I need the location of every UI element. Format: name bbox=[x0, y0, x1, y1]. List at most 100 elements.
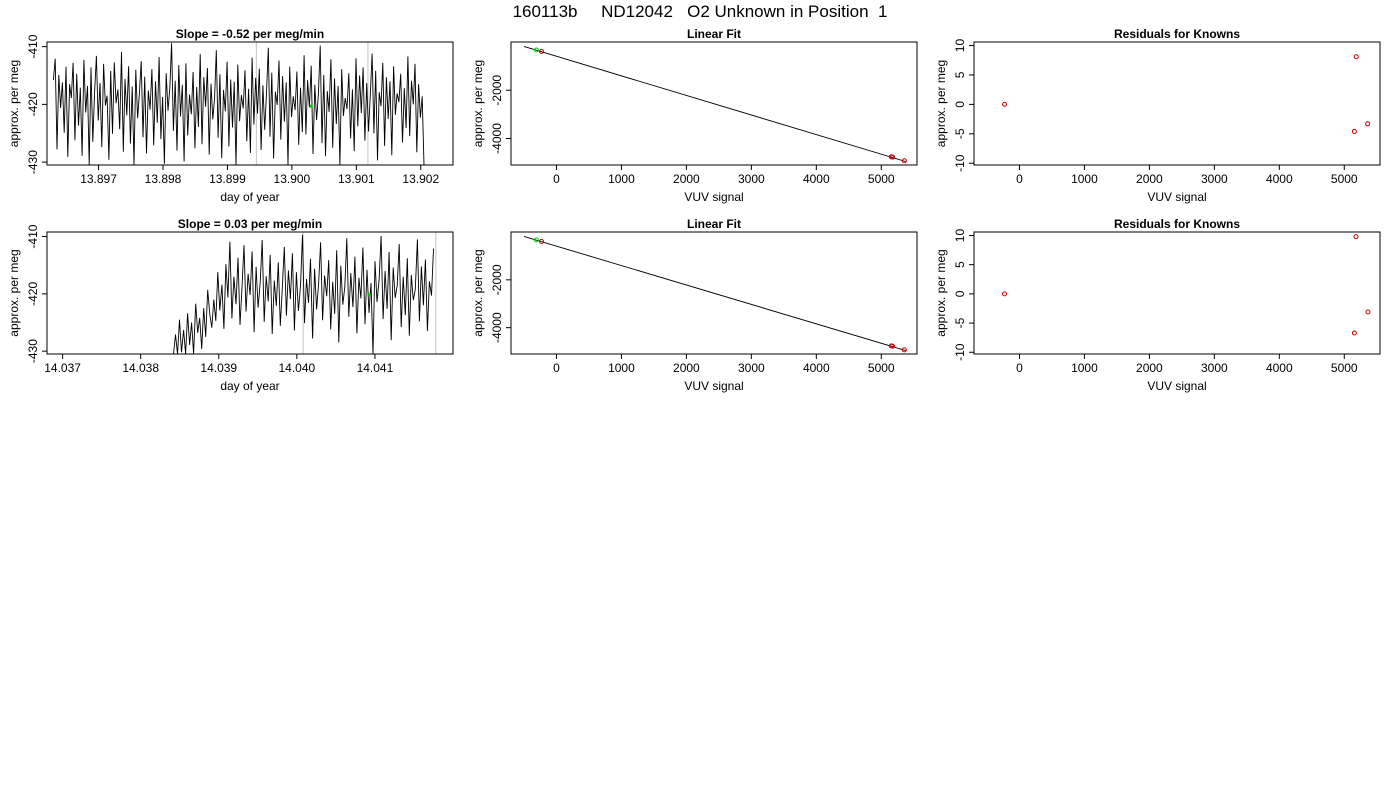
y-axis-label: approx. per meg bbox=[7, 249, 21, 336]
x-tick-label: 13.902 bbox=[402, 172, 439, 186]
x-tick-label: 14.038 bbox=[122, 361, 159, 375]
x-tick-label: 0 bbox=[553, 361, 560, 375]
x-tick-label: 1000 bbox=[608, 361, 635, 375]
y-axis-label: approx. per meg bbox=[471, 60, 485, 147]
x-tick-label: 0 bbox=[553, 172, 560, 186]
y-axis-label: approx. per meg bbox=[7, 60, 21, 147]
x-axis-label: day of year bbox=[220, 190, 279, 204]
y-tick-label: 10 bbox=[953, 39, 967, 53]
known-point bbox=[1351, 128, 1357, 134]
y-axis: -410 -420 -430 bbox=[26, 34, 47, 174]
y-tick-label: -10 bbox=[953, 154, 967, 172]
chart-panel: Residuals for Knowns 0 1000 2000 3000 4000 500… bbox=[934, 27, 1381, 204]
known-point bbox=[539, 49, 545, 55]
y-tick-label: -10 bbox=[953, 343, 967, 361]
x-tick-label: 5000 bbox=[1331, 172, 1358, 186]
x-tick-label: 5000 bbox=[868, 361, 895, 375]
known-point bbox=[1365, 309, 1371, 315]
x-axis-label: VUV signal bbox=[684, 379, 743, 393]
y-tick-label: 5 bbox=[953, 261, 967, 268]
chart-title: Slope = -0.52 per meg/min bbox=[176, 27, 324, 41]
x-axis: 14.037 14.038 14.039 14.040 14.041 bbox=[44, 354, 394, 375]
unknown-point bbox=[309, 104, 313, 108]
x-tick-label: 13.901 bbox=[338, 172, 375, 186]
x-tick-label: 3000 bbox=[1201, 172, 1228, 186]
chart-title: Linear Fit bbox=[687, 27, 741, 41]
x-tick-label: 14.041 bbox=[357, 361, 394, 375]
y-tick-label: -420 bbox=[26, 92, 40, 116]
chart-title: Residuals for Knowns bbox=[1114, 27, 1240, 41]
known-point bbox=[901, 158, 907, 164]
y-axis-label: approx. per meg bbox=[471, 249, 485, 336]
plot-frame bbox=[510, 231, 918, 355]
x-tick-label: 4000 bbox=[1266, 361, 1293, 375]
x-tick-label: 0 bbox=[1016, 172, 1023, 186]
x-tick-label: 2000 bbox=[673, 361, 700, 375]
y-axis: 10 5 0 -5 -10 bbox=[953, 229, 974, 361]
x-axis: 0 1000 2000 3000 4000 5000 bbox=[553, 165, 895, 186]
plot-frame bbox=[973, 41, 1381, 166]
y-tick-label: -5 bbox=[953, 317, 967, 328]
x-tick-label: 14.039 bbox=[200, 361, 237, 375]
y-tick-label: -4000 bbox=[490, 123, 504, 154]
x-tick-label: 2000 bbox=[1136, 361, 1163, 375]
plot-frame bbox=[510, 41, 918, 166]
y-tick-label: 0 bbox=[953, 290, 967, 297]
chart-title: Slope = 0.03 per meg/min bbox=[178, 217, 322, 231]
x-tick-label: 2000 bbox=[1136, 172, 1163, 186]
x-axis: 13.897 13.898 13.899 13.900 13.901 13.902 bbox=[80, 165, 439, 186]
y-axis: -2000 -4000 bbox=[490, 264, 511, 343]
page-title: 160113b ND12042 O2 Unknown in Position 1 bbox=[512, 2, 888, 21]
y-axis-label: approx. per meg bbox=[934, 249, 948, 336]
x-tick-label: 5000 bbox=[1331, 361, 1358, 375]
x-tick-label: 4000 bbox=[1266, 172, 1293, 186]
unknown-point bbox=[533, 47, 539, 53]
known-point bbox=[890, 154, 896, 160]
x-tick-label: 13.897 bbox=[80, 172, 117, 186]
y-tick-label: 5 bbox=[953, 71, 967, 78]
x-axis: 0 1000 2000 3000 4000 5000 bbox=[1016, 165, 1358, 186]
chart-panel: Slope = -0.52 per meg/min 13.897 13.898 13.… bbox=[7, 27, 454, 204]
x-tick-label: 0 bbox=[1016, 361, 1023, 375]
x-tick-label: 13.900 bbox=[274, 172, 311, 186]
y-tick-label: -2000 bbox=[490, 75, 504, 106]
known-point bbox=[539, 238, 545, 244]
fit-line bbox=[523, 235, 907, 352]
chart-panel: Linear Fit 0 1000 2000 3000 4000 5000 VUV signa… bbox=[471, 217, 918, 393]
plot-frame bbox=[973, 231, 1381, 355]
x-tick-label: 14.040 bbox=[278, 361, 315, 375]
x-tick-label: 1000 bbox=[1071, 172, 1098, 186]
x-tick-label: 2000 bbox=[673, 172, 700, 186]
x-axis: 0 1000 2000 3000 4000 5000 bbox=[553, 354, 895, 375]
chart-title: Residuals for Knowns bbox=[1114, 217, 1240, 231]
x-tick-label: 3000 bbox=[1201, 361, 1228, 375]
plot-frame bbox=[46, 231, 454, 355]
y-axis: -2000 -4000 bbox=[490, 75, 511, 154]
known-point bbox=[1365, 121, 1371, 127]
known-point bbox=[1353, 54, 1359, 60]
x-tick-label: 3000 bbox=[738, 172, 765, 186]
y-tick-label: -410 bbox=[26, 224, 40, 248]
unknown-point bbox=[367, 292, 372, 297]
x-axis: 0 1000 2000 3000 4000 5000 bbox=[1016, 354, 1358, 375]
x-tick-label: 13.898 bbox=[145, 172, 182, 186]
known-point bbox=[1351, 330, 1357, 336]
x-tick-label: 1000 bbox=[1071, 361, 1098, 375]
y-tick-label: -4000 bbox=[490, 312, 504, 343]
x-axis-label: day of year bbox=[220, 379, 279, 393]
y-tick-label: -430 bbox=[26, 339, 40, 363]
y-tick-label: -410 bbox=[26, 34, 40, 58]
y-tick-label: -2000 bbox=[490, 264, 504, 295]
x-tick-label: 1000 bbox=[608, 172, 635, 186]
series-line bbox=[52, 43, 425, 166]
plot-frame bbox=[46, 41, 454, 166]
x-tick-label: 4000 bbox=[803, 361, 830, 375]
x-tick-label: 3000 bbox=[738, 361, 765, 375]
chart-title: Linear Fit bbox=[687, 217, 741, 231]
y-axis: 10 5 0 -5 -10 bbox=[953, 39, 974, 172]
x-axis-label: VUV signal bbox=[684, 190, 743, 204]
known-point bbox=[1353, 234, 1359, 240]
chart-panel: Linear Fit 0 1000 2000 3000 4000 5000 VUV signa… bbox=[471, 27, 918, 204]
